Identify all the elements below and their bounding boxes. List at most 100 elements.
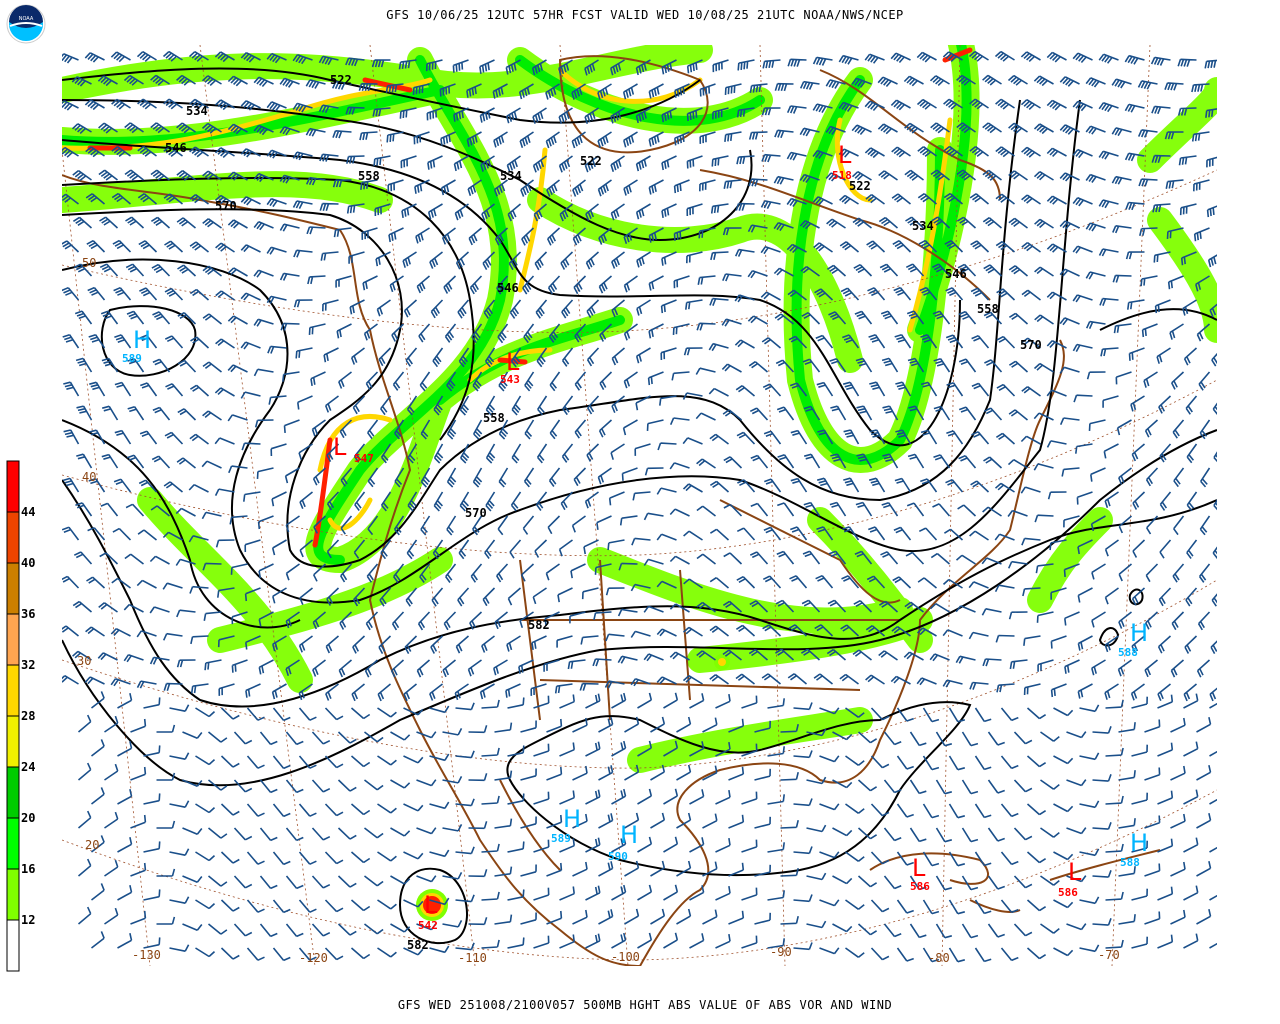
wind-barb — [866, 240, 886, 253]
wind-barb — [723, 503, 743, 517]
wind-barb — [689, 837, 705, 853]
wind-barb — [87, 286, 106, 301]
wind-barb — [838, 148, 859, 158]
noaa-logo: NOAA — [6, 4, 46, 44]
wind-barb — [1206, 156, 1217, 168]
wind-barb — [661, 251, 677, 266]
wind-barb — [909, 875, 927, 891]
wind-barb — [188, 483, 209, 493]
colorbar-swatch — [6, 817, 20, 870]
wind-barb — [156, 868, 176, 877]
wind-barb — [623, 275, 638, 293]
wind-barb — [611, 740, 627, 757]
wind-barb — [454, 683, 469, 701]
wind-barb — [123, 74, 144, 86]
longitude-label: -100 — [611, 950, 640, 964]
wind-barb — [1153, 251, 1171, 263]
wind-barb — [507, 587, 522, 606]
wind-barb — [279, 174, 300, 184]
wind-barb — [429, 753, 450, 762]
wind-barb — [139, 287, 158, 301]
wind-barb — [580, 635, 599, 645]
wind-barb — [891, 193, 911, 205]
wind-barb — [596, 515, 612, 530]
wind-barb — [996, 383, 1016, 397]
wind-barb — [723, 552, 743, 565]
wind-barb — [507, 697, 525, 709]
wind-barb — [819, 851, 840, 859]
wind-barb — [1092, 726, 1112, 734]
wind-barb — [497, 323, 509, 344]
wind-barb — [788, 335, 808, 349]
wind-barb — [150, 505, 171, 517]
wind-barb — [101, 405, 119, 421]
wind-barb — [816, 381, 834, 397]
wind-barb — [890, 99, 911, 111]
wind-barb — [1100, 347, 1119, 357]
wind-barb — [419, 563, 431, 583]
wind-barb — [648, 227, 664, 243]
wind-barb — [571, 515, 586, 533]
wind-barb — [773, 221, 794, 232]
wind-barb — [868, 526, 886, 541]
wind-barb — [843, 477, 860, 493]
wind-barb — [298, 635, 313, 653]
wind-barb — [1165, 179, 1184, 189]
wind-barb — [644, 467, 664, 476]
wind-barb — [840, 624, 860, 637]
wind-barb — [258, 611, 274, 627]
wind-barb — [748, 648, 769, 661]
wind-barb — [1059, 366, 1080, 374]
wind-barb — [935, 779, 953, 795]
wind-barb — [324, 947, 344, 961]
wind-barb — [806, 728, 827, 737]
wind-barb — [266, 52, 287, 64]
wind-barb — [624, 908, 640, 925]
wind-barb — [1184, 635, 1198, 654]
wind-barb — [982, 74, 1002, 86]
wind-barb — [350, 851, 371, 864]
wind-barb — [63, 381, 80, 397]
wind-barb — [481, 843, 500, 853]
wind-barb — [163, 193, 183, 205]
wind-barb — [789, 575, 808, 589]
wind-barb — [557, 587, 573, 603]
wind-barb — [240, 100, 261, 111]
wind-barb — [624, 812, 640, 829]
wind-barb — [337, 827, 357, 840]
wind-barb — [271, 491, 287, 507]
wind-barb — [506, 635, 521, 652]
wind-barb — [1026, 803, 1047, 816]
wind-barb — [124, 122, 144, 134]
wind-barb — [240, 292, 261, 301]
wind-barb — [482, 587, 496, 607]
wind-barb — [176, 122, 196, 134]
wind-barb — [298, 443, 313, 461]
wind-barb — [1013, 875, 1033, 889]
wind-barb — [867, 287, 886, 301]
wind-barb — [123, 654, 144, 663]
wind-barb — [1026, 899, 1047, 912]
wind-barb — [1125, 251, 1145, 260]
wind-barb — [1159, 539, 1172, 559]
colorbar-tick-label: 40 — [21, 556, 35, 570]
wind-barb — [559, 742, 575, 757]
wind-barb — [968, 581, 989, 589]
wind-barb — [646, 419, 664, 431]
wind-barb — [961, 827, 979, 843]
wind-barb — [240, 341, 261, 350]
wind-barb — [455, 846, 475, 855]
wind-barb — [1115, 371, 1132, 385]
wind-barb — [1191, 83, 1210, 93]
wind-barb — [827, 599, 847, 613]
wind-barb — [905, 216, 925, 229]
wind-barb — [610, 203, 625, 221]
wind-barb — [793, 798, 813, 807]
wind-barb — [826, 648, 847, 661]
wind-barb — [162, 632, 183, 641]
wind-barb — [1157, 934, 1174, 949]
wind-barb — [429, 683, 443, 701]
wind-barb — [559, 934, 575, 949]
wind-barb — [974, 947, 992, 963]
wind-barb — [124, 553, 144, 565]
